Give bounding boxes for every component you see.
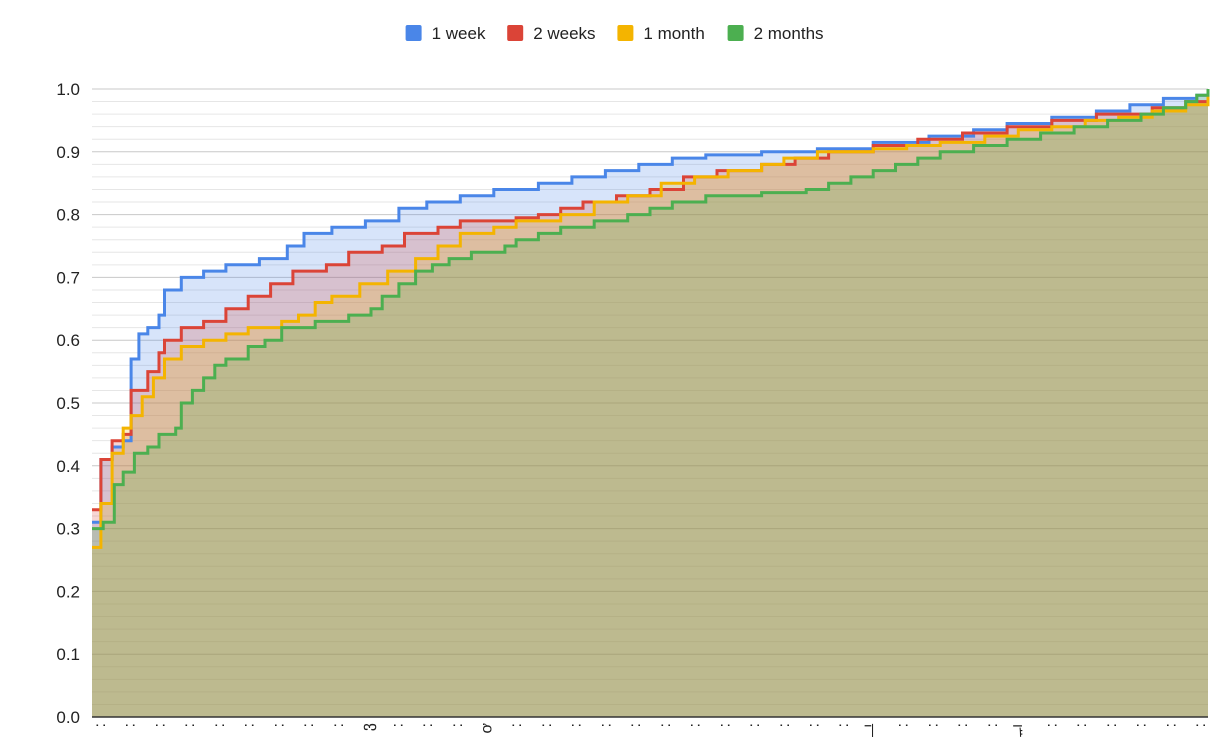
x-category-label: :	[508, 723, 525, 727]
legend-swatch	[507, 25, 524, 41]
x-category-label: :	[211, 723, 228, 727]
x-category-label: :	[746, 723, 763, 727]
x-category-label: :	[568, 723, 585, 727]
x-category-label: :	[924, 723, 941, 727]
x-category-label: :	[270, 723, 287, 727]
x-category-label: :	[538, 723, 555, 727]
x-category-label: :	[716, 723, 733, 727]
x-category-label: :	[1162, 723, 1179, 727]
x-category-label: :	[419, 723, 436, 727]
x-category-label: :	[1103, 723, 1120, 727]
x-category-label: :	[1073, 723, 1090, 727]
legend-item-1-month[interactable]: 1 month	[617, 24, 705, 43]
x-category-label: :	[152, 723, 169, 727]
x-category-label: :	[449, 723, 466, 727]
series-area-1-week	[92, 89, 1208, 717]
y-tick-label: 0.8	[56, 206, 80, 225]
legend-swatch	[405, 25, 422, 41]
legend-swatch	[727, 25, 744, 41]
x-category-label: ᆔ	[1013, 723, 1031, 738]
legend: 1 week 2 weeks 1 month 2 months	[405, 24, 824, 43]
x-category-label: :	[835, 723, 852, 727]
x-category-label: ვ	[360, 723, 377, 731]
legend-label: 2 weeks	[533, 24, 595, 43]
x-category-label: :	[984, 723, 1001, 727]
x-category-label: :	[1133, 723, 1150, 727]
area-layer	[92, 89, 1208, 717]
legend-label: 2 months	[754, 24, 824, 43]
y-tick-label: 1.0	[56, 80, 80, 99]
x-category-label: :	[330, 723, 347, 727]
x-category-label: :	[122, 723, 139, 727]
legend-item-2-months[interactable]: 2 months	[727, 24, 824, 43]
y-tick-label: 0.9	[56, 143, 80, 162]
y-tick-label: 0.0	[56, 708, 80, 727]
x-category-label: :	[954, 723, 971, 727]
x-category-label: ơ	[479, 723, 496, 734]
x-category-label: :	[627, 723, 644, 727]
x-category-label: :	[389, 723, 406, 727]
series-line-1-month	[92, 89, 1210, 549]
y-tick-label: 0.6	[56, 331, 80, 350]
line-layer	[92, 89, 1210, 549]
legend-swatch	[617, 25, 634, 41]
series-area-1-month	[92, 89, 1208, 717]
legend-item-1-week[interactable]: 1 week	[405, 24, 486, 43]
legend-label: 1 week	[432, 24, 486, 43]
x-category-label: :	[776, 723, 793, 727]
x-category-label: :	[687, 723, 704, 727]
x-category-label: ᆜ	[864, 723, 882, 738]
y-tick-label: 0.4	[56, 457, 80, 476]
legend-item-2-weeks[interactable]: 2 weeks	[507, 24, 596, 43]
y-tick-label: 0.3	[56, 520, 80, 539]
x-category-label: :	[1043, 723, 1060, 727]
x-category-label: :	[597, 723, 614, 727]
axis-layer: 0.0 0.1 0.2 0.3 0.4 0.5 0.6 0.7 0.8 0.9 1.0:::::::…	[56, 80, 1209, 738]
y-tick-label: 0.7	[56, 268, 80, 287]
x-category-label: :	[1192, 723, 1209, 727]
legend-label: 1 month	[643, 24, 704, 43]
x-category-label: :	[895, 723, 912, 727]
series-area-2-weeks	[92, 89, 1208, 717]
x-category-label: :	[657, 723, 674, 727]
y-tick-label: 0.1	[56, 645, 80, 664]
x-category-label: :	[806, 723, 823, 727]
y-tick-label: 0.5	[56, 394, 80, 413]
series-line-2-months	[92, 89, 1210, 531]
x-category-label: :	[300, 723, 317, 727]
x-category-label: :	[92, 723, 109, 727]
x-category-label: :	[241, 723, 258, 727]
x-category-label: :	[181, 723, 198, 727]
series-area-2-months	[92, 89, 1208, 717]
y-tick-label: 0.2	[56, 582, 80, 601]
